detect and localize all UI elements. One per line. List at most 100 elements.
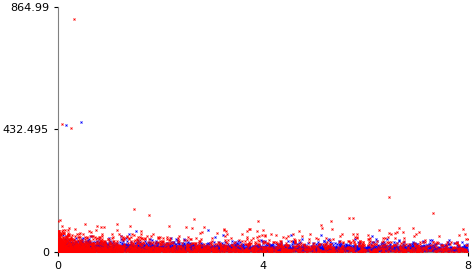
Point — [364, 250, 371, 254]
Point — [445, 250, 452, 254]
Point — [55, 249, 62, 253]
Point — [409, 248, 416, 252]
Point — [54, 250, 62, 254]
Point — [56, 250, 64, 254]
Point — [325, 250, 333, 254]
Point — [215, 245, 222, 249]
Point — [55, 250, 62, 254]
Point — [55, 248, 63, 252]
Point — [357, 250, 365, 254]
Point — [64, 250, 72, 254]
Point — [60, 247, 67, 252]
Point — [194, 249, 202, 253]
Point — [195, 246, 203, 250]
Point — [298, 249, 305, 254]
Point — [54, 243, 62, 248]
Point — [54, 249, 62, 253]
Point — [103, 248, 111, 253]
Point — [167, 250, 174, 254]
Point — [422, 249, 430, 254]
Point — [165, 246, 173, 251]
Point — [212, 249, 219, 253]
Point — [198, 246, 206, 251]
Point — [197, 250, 205, 254]
Point — [337, 242, 345, 246]
Point — [64, 248, 72, 252]
Point — [58, 250, 65, 254]
Point — [385, 249, 392, 254]
Point — [128, 247, 135, 251]
Point — [81, 249, 89, 253]
Point — [84, 249, 91, 253]
Point — [109, 244, 117, 249]
Point — [55, 250, 62, 254]
Point — [55, 249, 63, 253]
Point — [137, 242, 145, 246]
Point — [431, 248, 439, 253]
Point — [54, 241, 62, 246]
Point — [360, 247, 367, 251]
Point — [101, 241, 109, 246]
Point — [63, 247, 70, 252]
Point — [79, 249, 86, 254]
Point — [128, 249, 136, 253]
Point — [266, 249, 274, 253]
Point — [65, 250, 73, 254]
Point — [86, 250, 94, 254]
Point — [61, 250, 68, 254]
Point — [55, 249, 62, 254]
Point — [135, 249, 143, 253]
Point — [66, 247, 73, 251]
Point — [199, 245, 207, 249]
Point — [213, 249, 220, 253]
Point — [54, 249, 62, 253]
Point — [102, 250, 109, 254]
Point — [139, 249, 147, 254]
Point — [70, 250, 77, 254]
Point — [55, 245, 63, 250]
Point — [54, 249, 62, 253]
Point — [412, 248, 420, 252]
Point — [361, 249, 368, 254]
Point — [90, 249, 97, 253]
Point — [64, 244, 71, 249]
Point — [220, 246, 228, 250]
Point — [140, 249, 147, 253]
Point — [55, 248, 63, 252]
Point — [84, 250, 91, 254]
Point — [69, 247, 76, 252]
Point — [54, 249, 62, 254]
Point — [55, 249, 62, 254]
Point — [54, 249, 62, 254]
Point — [54, 248, 62, 253]
Point — [318, 248, 325, 253]
Point — [356, 250, 363, 254]
Point — [447, 250, 455, 254]
Point — [55, 241, 62, 246]
Point — [109, 249, 117, 253]
Point — [257, 248, 265, 252]
Point — [208, 250, 215, 254]
Point — [100, 240, 108, 244]
Point — [205, 247, 212, 252]
Point — [117, 250, 125, 254]
Point — [55, 249, 63, 254]
Point — [79, 249, 87, 254]
Point — [57, 247, 65, 252]
Point — [310, 248, 317, 252]
Point — [108, 245, 115, 250]
Point — [64, 249, 72, 253]
Point — [97, 248, 105, 252]
Point — [101, 249, 109, 253]
Point — [237, 250, 245, 254]
Point — [410, 250, 417, 254]
Point — [66, 248, 74, 253]
Point — [166, 247, 174, 251]
Point — [368, 248, 376, 253]
Point — [219, 248, 226, 253]
Point — [251, 245, 258, 250]
Point — [162, 247, 170, 252]
Point — [123, 245, 130, 249]
Point — [121, 242, 128, 247]
Point — [127, 239, 135, 244]
